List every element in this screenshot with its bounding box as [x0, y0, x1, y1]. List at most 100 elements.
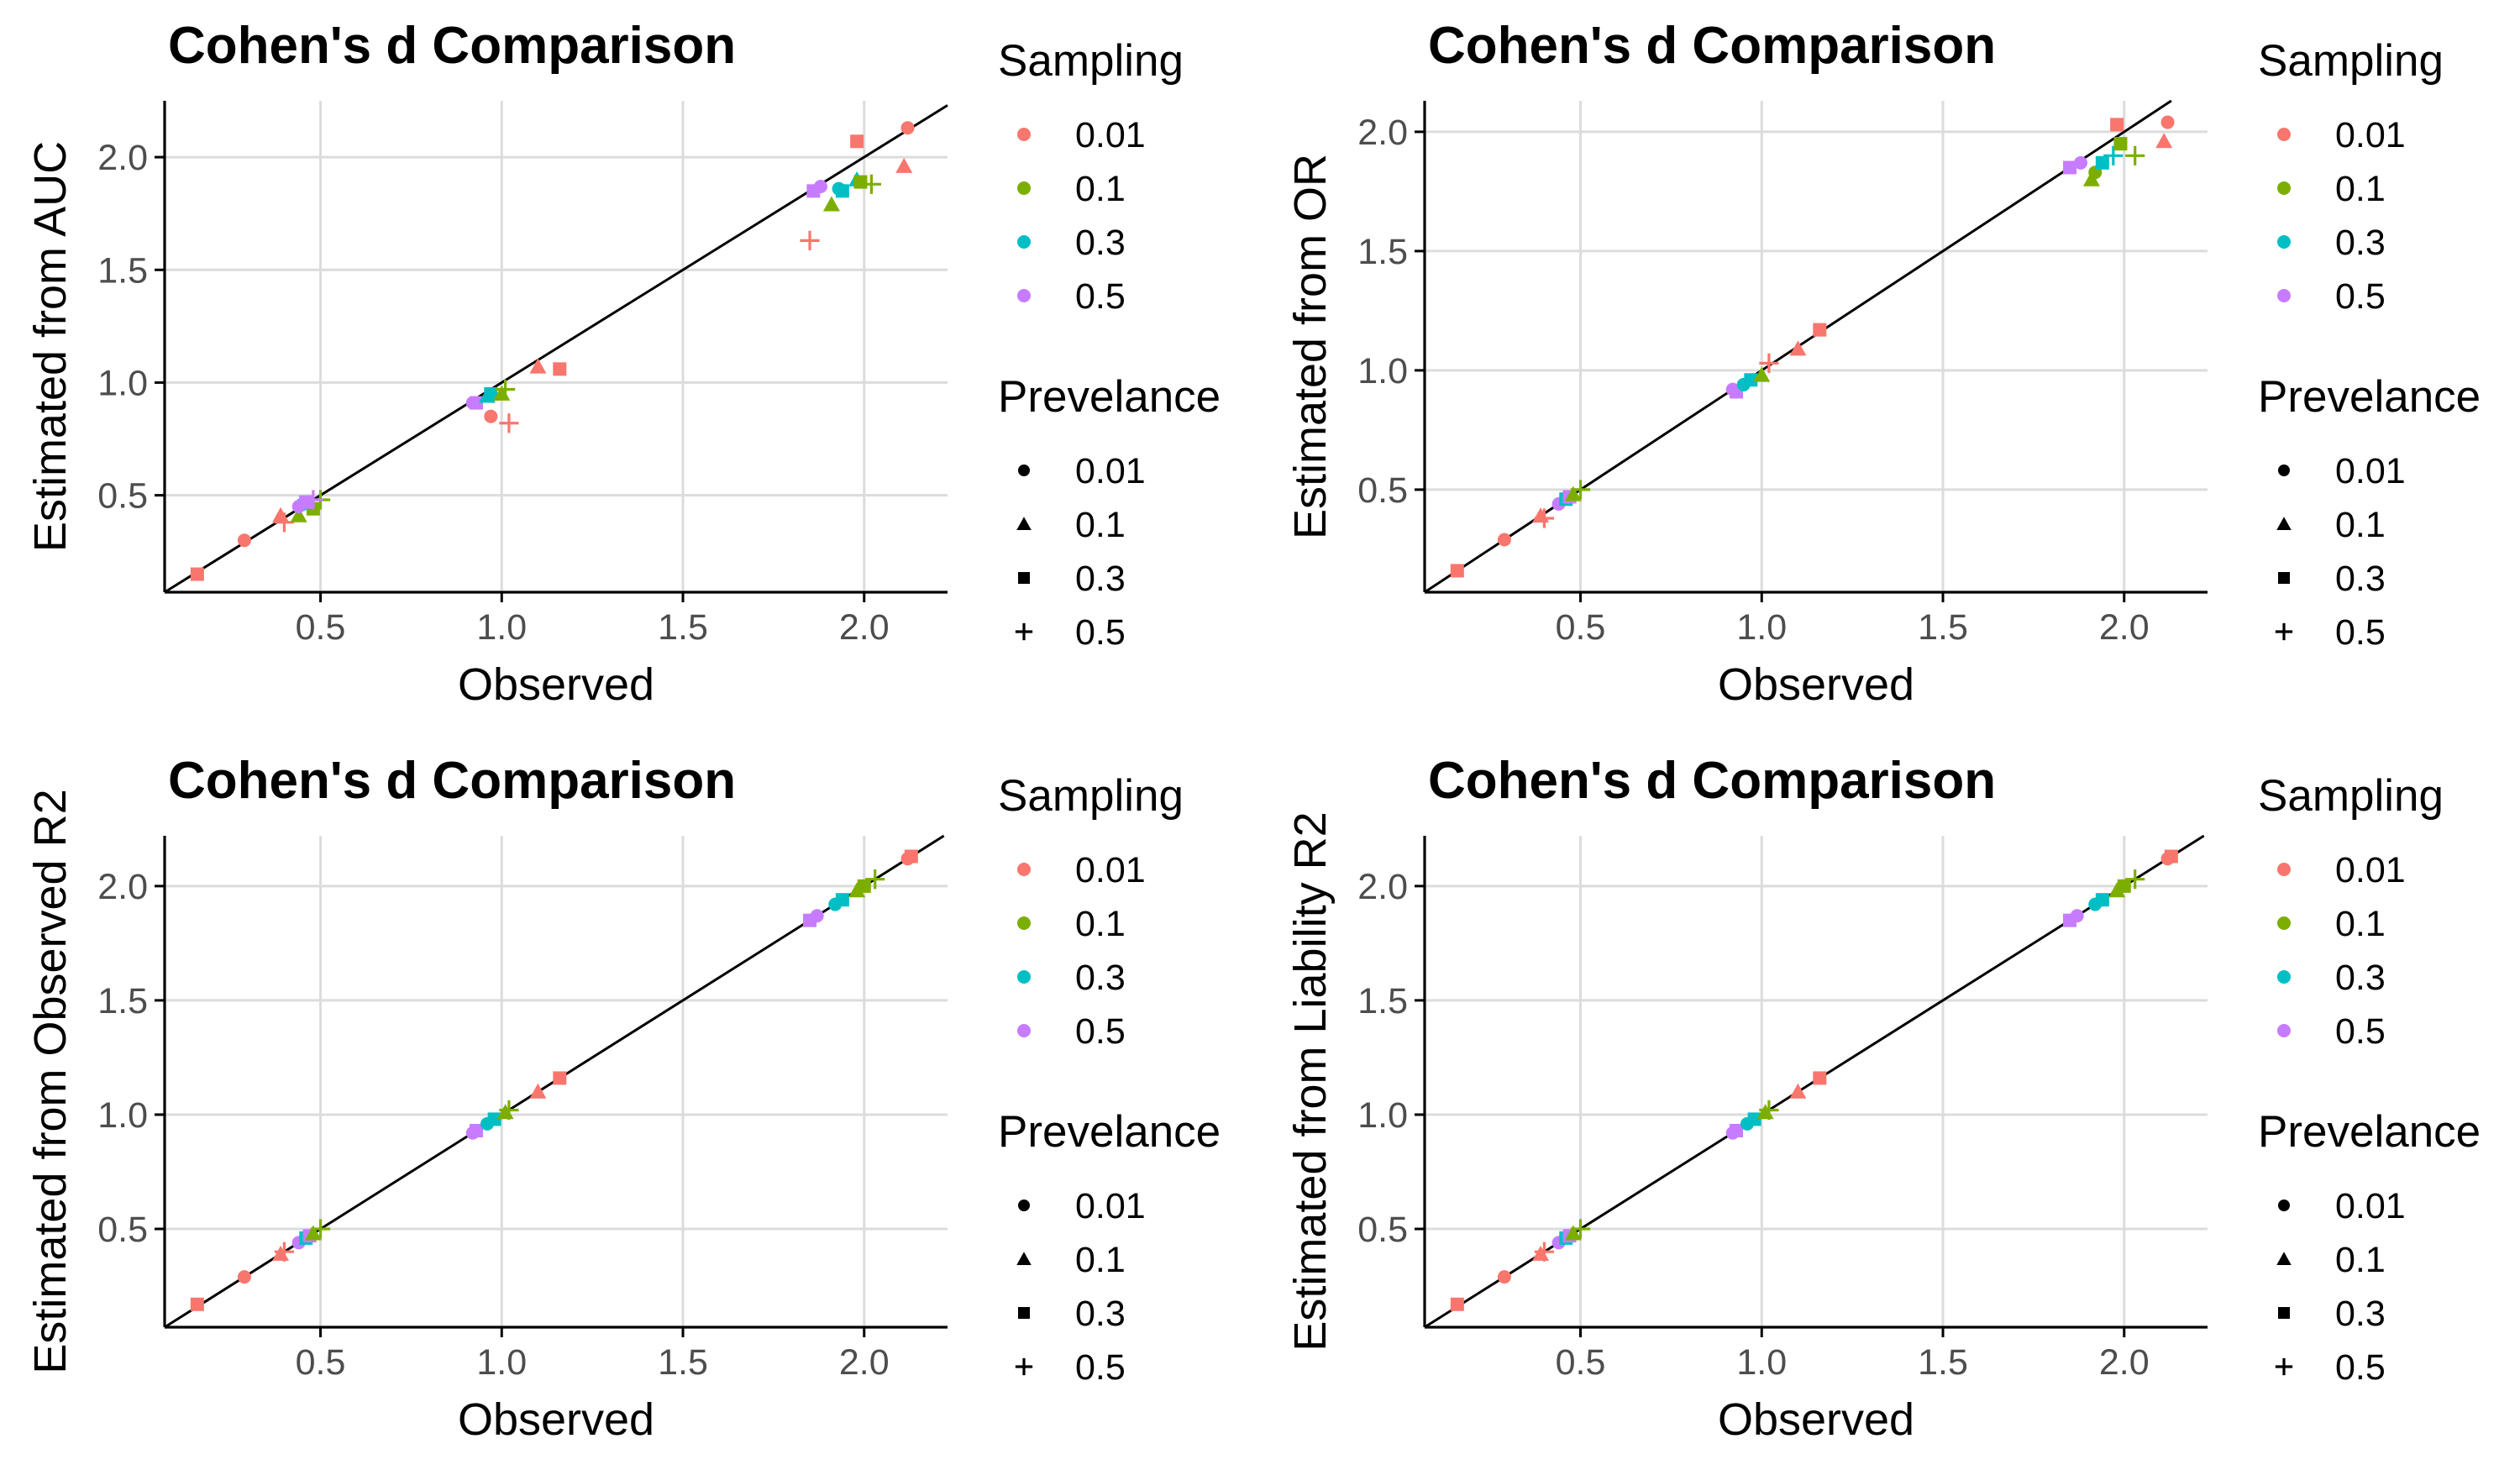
x-tick-label: 2.0: [2099, 1342, 2150, 1383]
data-point: [2095, 893, 2109, 907]
data-point: [1789, 1083, 1807, 1099]
data-point: [495, 379, 516, 400]
x-tick-label: 2.0: [839, 607, 890, 648]
data-point: [1450, 1297, 1464, 1311]
y-tick-label: 1.0: [97, 363, 148, 403]
data-point: [1756, 1104, 1774, 1120]
data-point: [1744, 373, 1758, 387]
legend-prevalence-label: 0.1: [2335, 1240, 2386, 1280]
y-tick-label: 2.0: [97, 867, 148, 907]
y-tick-label: 1.5: [97, 981, 148, 1021]
data-point: [484, 409, 498, 423]
chart-title: Cohen's d Comparison: [168, 752, 736, 810]
data-point: [190, 567, 204, 581]
legend-prevalence-key: [1018, 1307, 1030, 1319]
chart-svg-or: 0.5 1.0 1.5 2.0 0.5 1.0 1.5 2.0 Cohen's d Compar…: [1285, 17, 2481, 710]
legend-sampling-label: 0.1: [2335, 169, 2386, 209]
legend-sampling-label: 0.01: [2335, 115, 2406, 155]
x-tick-label: 1.5: [1918, 607, 1968, 648]
legend-sampling-title: Sampling: [998, 36, 1184, 86]
chart-title: Cohen's d Comparison: [1428, 17, 1996, 75]
legend-sampling-label: 0.3: [1075, 958, 1126, 998]
panel-observed-r2: 0.5 1.0 1.5 2.0 0.5 1.0 1.5 2.0 Cohen's d Compar…: [0, 735, 1260, 1470]
x-axis-label: Observed: [458, 659, 654, 710]
legend-prevalence-key: [1016, 517, 1032, 530]
legend-prevalence-key: [1015, 622, 1033, 641]
legend-sampling-key: [2277, 128, 2291, 141]
legend-prevalence-title: Prevelance: [2258, 1107, 2481, 1157]
y-tick-label: 1.0: [1357, 1095, 1408, 1136]
y-axis-label: Estimated from AUC: [25, 141, 76, 552]
panel-liability-r2: 0.5 1.0 1.5 2.0 0.5 1.0 1.5 2.0 Cohen's d Compar…: [1260, 735, 2520, 1470]
legend-sampling-key: [2277, 863, 2291, 876]
data-point: [1532, 507, 1550, 523]
legend-sampling-label: 0.01: [1075, 115, 1146, 155]
data-point: [800, 230, 820, 250]
x-axis-label: Observed: [1718, 1394, 1914, 1445]
x-tick-label: 0.5: [296, 1342, 346, 1383]
legend-prevalence-label: 0.3: [1075, 1294, 1126, 1334]
legend-prevalence-label: 0.5: [1075, 1347, 1126, 1388]
data-point: [529, 358, 547, 374]
data-point: [2082, 171, 2100, 186]
legend-prevalence-label: 0.5: [2335, 612, 2386, 653]
data-point: [237, 1270, 251, 1284]
data-point: [1497, 1270, 1511, 1284]
data-point: [470, 396, 484, 410]
data-point: [1450, 564, 1464, 578]
data-point: [835, 184, 849, 198]
data-point: [1534, 1242, 1554, 1262]
data-point: [553, 1071, 567, 1085]
legend-sampling-label: 0.3: [1075, 223, 1126, 263]
legend-prevalence-key: [2275, 1357, 2293, 1376]
data-point: [2063, 160, 2077, 175]
legend-sampling-label: 0.1: [1075, 169, 1126, 209]
data-point: [900, 121, 915, 135]
data-point: [553, 362, 567, 376]
legend-prevalence-title: Prevelance: [2258, 372, 2481, 422]
data-point: [303, 490, 323, 510]
data-point: [2125, 869, 2145, 890]
legend-sampling-key: [1017, 289, 1031, 302]
data-point: [190, 1297, 204, 1311]
y-tick-label: 0.5: [1357, 1210, 1408, 1250]
chart-svg-observed-r2: 0.5 1.0 1.5 2.0 0.5 1.0 1.5 2.0 Cohen's d Compar…: [25, 752, 1221, 1445]
legend-prevalence-key: [2275, 622, 2293, 641]
legend-prevalence-label: 0.01: [2335, 451, 2406, 491]
data-point: [499, 413, 519, 433]
legend-sampling-label: 0.3: [2335, 223, 2386, 263]
data-point: [1747, 1112, 1761, 1126]
x-tick-label: 2.0: [839, 1342, 890, 1383]
x-tick-label: 0.5: [296, 607, 346, 648]
data-point: [850, 134, 864, 149]
data-point: [1813, 323, 1827, 337]
legend-sampling-key: [2277, 235, 2291, 249]
legend-sampling-key: [1017, 863, 1031, 876]
data-point: [237, 533, 251, 548]
x-axis-label: Observed: [1718, 659, 1914, 710]
data-point: [2073, 155, 2087, 170]
legend-sampling-title: Sampling: [2258, 771, 2444, 821]
data-point: [272, 1245, 290, 1261]
y-tick-label: 1.5: [97, 250, 148, 291]
y-tick-label: 2.0: [1357, 113, 1408, 153]
data-point: [2160, 115, 2175, 129]
legend-sampling-key: [1017, 916, 1031, 930]
legend-prevalence-key: [2278, 572, 2290, 584]
data-point: [274, 512, 294, 533]
legend-sampling-key: [1017, 970, 1031, 984]
legend-sampling-key: [2277, 289, 2291, 302]
x-tick-label: 1.0: [476, 1342, 527, 1383]
legend-prevalence-label: 0.01: [1075, 451, 1146, 491]
data-point: [1564, 486, 1582, 501]
y-axis-label: Estimated from Observed R2: [25, 789, 76, 1373]
legend-sampling-label: 0.01: [2335, 850, 2406, 890]
panel-or: 0.5 1.0 1.5 2.0 0.5 1.0 1.5 2.0 Cohen's d Compar…: [1260, 0, 2520, 735]
data-point: [2164, 849, 2178, 864]
data-point: [1564, 1225, 1582, 1241]
legend-sampling-key: [2277, 970, 2291, 984]
y-tick-label: 0.5: [97, 1210, 148, 1250]
legend-sampling-key: [2277, 916, 2291, 930]
legend-sampling-key: [1017, 235, 1031, 249]
data-point: [272, 507, 290, 522]
